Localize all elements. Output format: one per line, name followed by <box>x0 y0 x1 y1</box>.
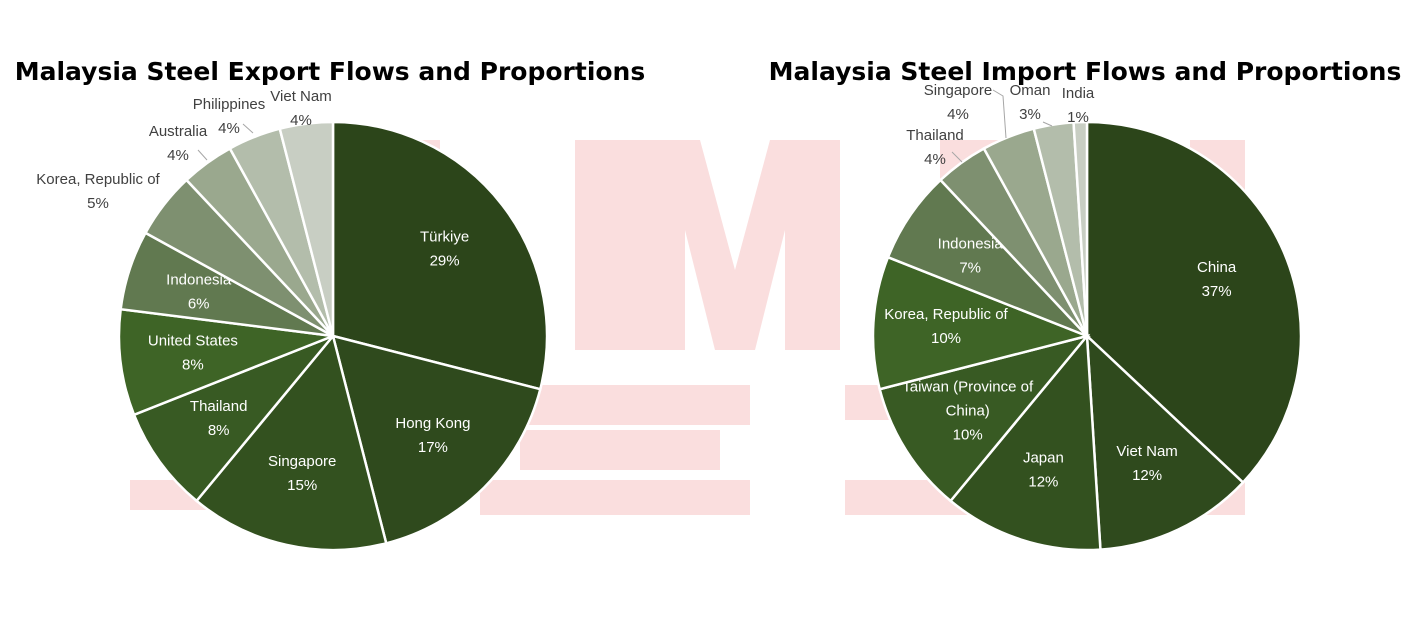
import-label-india: India <box>1062 85 1095 102</box>
import-value-india: 1% <box>1067 109 1089 126</box>
export-chart-title: Malaysia Steel Export Flows and Proporti… <box>15 57 646 86</box>
export-slice-t-rkiye <box>331 120 549 391</box>
import-label-indonesia: Indonesia <box>938 236 1004 253</box>
export-leader-line-australia <box>197 149 208 161</box>
export-label-thailand: Thailand <box>190 398 248 415</box>
import-label-taiwan-province-of-china: China) <box>946 403 990 420</box>
import-chart-title: Malaysia Steel Import Flows and Proporti… <box>769 57 1402 86</box>
export-label-viet-nam: Viet Nam <box>270 88 331 105</box>
import-label-korea-republic-of: Korea, Republic of <box>884 306 1008 323</box>
export-label-singapore: Singapore <box>268 453 336 470</box>
import-slice-viet-nam <box>1085 332 1245 551</box>
import-slice-india <box>1072 120 1089 337</box>
export-value-viet-nam: 4% <box>290 112 312 129</box>
import-value-taiwan-province-of-china: 10% <box>953 427 983 444</box>
export-slice-singapore <box>194 333 388 552</box>
export-label-korea-republic-of: Korea, Republic of <box>36 171 160 188</box>
import-label-oman: Oman <box>1010 82 1051 99</box>
import-label-japan: Japan <box>1023 449 1064 466</box>
export-label-united-states: United States <box>148 333 238 350</box>
import-value-indonesia: 7% <box>959 260 981 277</box>
import-value-thailand: 4% <box>924 151 946 168</box>
import-leader-line-oman <box>1042 121 1053 127</box>
import-label-china: China <box>1197 259 1237 276</box>
export-value-australia: 4% <box>167 147 189 164</box>
import-value-china: 37% <box>1202 283 1232 300</box>
import-value-japan: 12% <box>1028 473 1058 490</box>
export-slice-hong-kong <box>331 334 542 545</box>
export-value-indonesia: 6% <box>188 295 210 312</box>
export-value-korea-republic-of: 5% <box>87 195 109 212</box>
import-value-singapore: 4% <box>947 106 969 123</box>
export-value-united-states: 8% <box>182 357 204 374</box>
export-value-t-rkiye: 29% <box>430 252 460 269</box>
import-label-singapore: Singapore <box>924 82 992 99</box>
import-slice-korea-republic-of <box>871 255 1092 391</box>
export-label-indonesia: Indonesia <box>166 271 232 288</box>
import-pie-chart: China 37% Viet Nam 12% Japan 12% Taiwan (Provi… <box>871 82 1303 552</box>
export-label-australia: Australia <box>149 123 208 140</box>
export-label-hong-kong: Hong Kong <box>395 415 470 432</box>
import-label-thailand: Thailand <box>906 127 964 144</box>
export-slice-united-states <box>117 307 334 417</box>
export-leader-line-philippines <box>242 123 254 134</box>
import-label-viet-nam: Viet Nam <box>1116 443 1177 460</box>
export-slice-thailand <box>132 334 334 503</box>
export-label-philippines: Philippines <box>193 96 266 113</box>
import-leader-line-thailand <box>951 151 963 163</box>
export-label-t-rkiye: Türkiye <box>420 228 469 245</box>
export-value-thailand: 8% <box>208 422 230 439</box>
import-value-korea-republic-of: 10% <box>931 330 961 347</box>
export-value-singapore: 15% <box>287 477 317 494</box>
export-value-philippines: 4% <box>218 120 240 137</box>
export-value-hong-kong: 17% <box>418 439 448 456</box>
export-slice-viet-nam <box>278 120 335 337</box>
import-value-viet-nam: 12% <box>1132 467 1162 484</box>
export-pie-chart: Türkiye 29% Hong Kong 17% Singapore 15% Thaila… <box>36 88 549 552</box>
import-value-oman: 3% <box>1019 106 1041 123</box>
import-slice-taiwan-province-of-china <box>878 333 1091 503</box>
import-label-taiwan-province-of-china: Taiwan (Province of <box>902 379 1034 396</box>
import-leader-line-singapore <box>992 89 1007 139</box>
import-slice-china <box>1085 120 1303 485</box>
import-slice-japan <box>948 332 1102 552</box>
